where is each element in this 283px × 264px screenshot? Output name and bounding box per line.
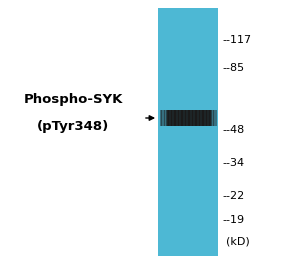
Bar	[206, 110, 208, 126]
Bar	[177, 110, 179, 126]
Bar	[188, 110, 190, 126]
Bar	[185, 110, 187, 126]
Text: --85: --85	[222, 63, 244, 73]
Bar	[201, 110, 203, 126]
Bar	[194, 110, 196, 126]
Bar	[170, 110, 172, 126]
Bar	[196, 110, 198, 126]
Bar	[160, 110, 162, 126]
Bar	[202, 110, 204, 126]
Text: --19: --19	[222, 215, 244, 225]
Bar	[161, 110, 163, 126]
Bar	[192, 110, 194, 126]
Bar	[168, 110, 170, 126]
Bar	[183, 110, 184, 126]
Bar	[198, 110, 200, 126]
Bar	[181, 110, 183, 126]
Bar	[199, 110, 201, 126]
Bar	[180, 110, 181, 126]
Text: --48: --48	[222, 125, 244, 135]
Bar	[212, 110, 214, 126]
Bar	[178, 110, 180, 126]
Bar	[171, 110, 173, 126]
Bar	[213, 110, 215, 126]
Bar	[186, 110, 188, 126]
Bar	[208, 110, 209, 126]
Bar	[173, 110, 175, 126]
Bar	[163, 110, 165, 126]
Bar	[209, 110, 211, 126]
Bar	[191, 110, 193, 126]
Bar	[158, 8, 218, 256]
Bar	[184, 110, 186, 126]
Bar	[166, 110, 168, 126]
Bar	[203, 110, 205, 126]
Bar	[167, 110, 169, 126]
Text: (pTyr348): (pTyr348)	[37, 120, 109, 133]
Bar	[205, 110, 207, 126]
Bar	[174, 110, 176, 126]
Bar	[175, 110, 177, 126]
Text: Phospho-SYK: Phospho-SYK	[23, 93, 123, 106]
Bar	[215, 110, 216, 126]
Bar	[210, 110, 212, 126]
Text: --117: --117	[222, 35, 251, 45]
Text: --34: --34	[222, 158, 244, 168]
Text: (kD): (kD)	[226, 237, 250, 247]
Bar	[189, 110, 191, 126]
Text: --22: --22	[222, 191, 244, 201]
Bar	[164, 110, 166, 126]
Bar	[195, 110, 197, 126]
